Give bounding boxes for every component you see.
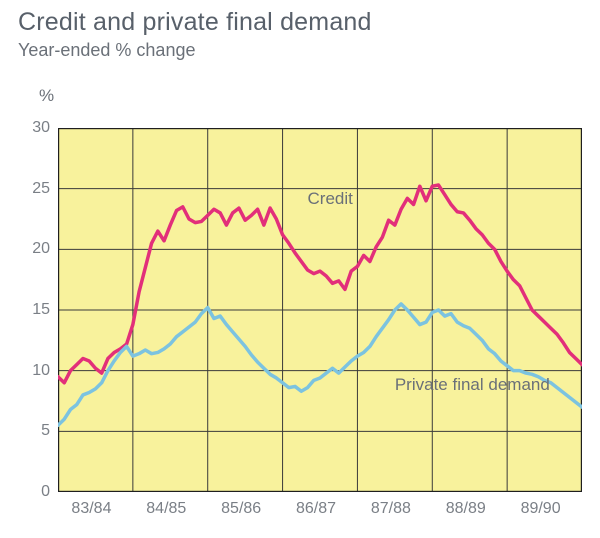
- chart-plot: [58, 128, 582, 492]
- series-label-credit: Credit: [308, 189, 353, 209]
- y-axis-unit: %: [39, 86, 54, 106]
- x-tick-label: 85/86: [221, 500, 261, 518]
- y-tick-label: 20: [32, 240, 50, 258]
- y-tick-label: 25: [32, 180, 50, 198]
- y-tick-label: 10: [32, 362, 50, 380]
- series-label-private-final-demand: Private final demand: [395, 375, 550, 395]
- y-tick-label: 5: [41, 422, 50, 440]
- page-title: Credit and private final demand: [18, 8, 372, 37]
- y-tick-label: 15: [32, 301, 50, 319]
- y-tick-label: 0: [41, 483, 50, 501]
- x-tick-label: 89/90: [521, 500, 561, 518]
- x-tick-label: 84/85: [146, 500, 186, 518]
- x-tick-label: 83/84: [71, 500, 111, 518]
- x-tick-label: 88/89: [446, 500, 486, 518]
- x-tick-label: 86/87: [296, 500, 336, 518]
- y-tick-label: 30: [32, 119, 50, 137]
- page-subtitle: Year-ended % change: [18, 40, 195, 61]
- x-tick-label: 87/88: [371, 500, 411, 518]
